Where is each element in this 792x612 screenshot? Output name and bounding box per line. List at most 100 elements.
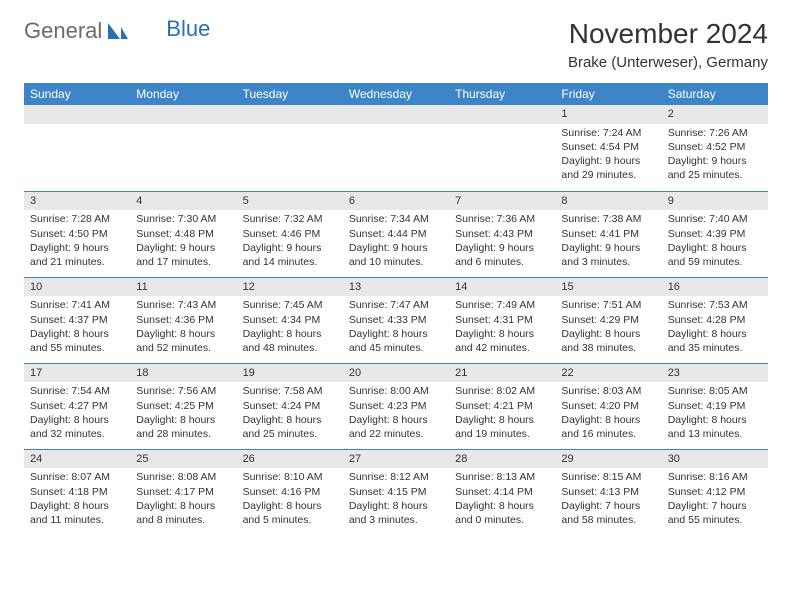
day-body: Sunrise: 8:02 AMSunset: 4:21 PMDaylight:… xyxy=(449,382,555,445)
sunrise-text: Sunrise: 8:16 AM xyxy=(668,470,762,484)
sunrise-text: Sunrise: 8:05 AM xyxy=(668,384,762,398)
page: General Blue November 2024 Brake (Unterw… xyxy=(0,0,792,553)
sunset-text: Sunset: 4:52 PM xyxy=(668,140,762,154)
day-number: 28 xyxy=(449,450,555,469)
sunset-text: Sunset: 4:12 PM xyxy=(668,485,762,499)
sunrise-text: Sunrise: 8:15 AM xyxy=(561,470,655,484)
day-body: Sunrise: 7:38 AMSunset: 4:41 PMDaylight:… xyxy=(555,210,661,273)
day-number: 5 xyxy=(237,192,343,211)
day-body xyxy=(130,124,236,174)
calendar-day-cell: 28Sunrise: 8:13 AMSunset: 4:14 PMDayligh… xyxy=(449,449,555,535)
day-body: Sunrise: 8:05 AMSunset: 4:19 PMDaylight:… xyxy=(662,382,768,445)
day-number: 11 xyxy=(130,278,236,297)
calendar-week-row: 10Sunrise: 7:41 AMSunset: 4:37 PMDayligh… xyxy=(24,277,768,363)
day-number: 12 xyxy=(237,278,343,297)
sunset-text: Sunset: 4:27 PM xyxy=(30,399,124,413)
daylight-text: Daylight: 8 hours and 59 minutes. xyxy=(668,241,762,269)
day-body: Sunrise: 7:45 AMSunset: 4:34 PMDaylight:… xyxy=(237,296,343,359)
daylight-text: Daylight: 8 hours and 5 minutes. xyxy=(243,499,337,527)
day-number: 10 xyxy=(24,278,130,297)
calendar-day-cell: 1Sunrise: 7:24 AMSunset: 4:54 PMDaylight… xyxy=(555,105,661,191)
day-body: Sunrise: 7:32 AMSunset: 4:46 PMDaylight:… xyxy=(237,210,343,273)
day-body xyxy=(24,124,130,174)
logo-sail-icon xyxy=(106,21,128,41)
weekday-header: Wednesday xyxy=(343,83,449,105)
weekday-header: Thursday xyxy=(449,83,555,105)
day-body: Sunrise: 7:40 AMSunset: 4:39 PMDaylight:… xyxy=(662,210,768,273)
daylight-text: Daylight: 9 hours and 14 minutes. xyxy=(243,241,337,269)
day-body: Sunrise: 7:28 AMSunset: 4:50 PMDaylight:… xyxy=(24,210,130,273)
daylight-text: Daylight: 8 hours and 32 minutes. xyxy=(30,413,124,441)
day-number xyxy=(343,105,449,124)
day-number: 22 xyxy=(555,364,661,383)
day-body xyxy=(449,124,555,174)
calendar-day-cell: 7Sunrise: 7:36 AMSunset: 4:43 PMDaylight… xyxy=(449,191,555,277)
daylight-text: Daylight: 9 hours and 3 minutes. xyxy=(561,241,655,269)
calendar-day-cell: 10Sunrise: 7:41 AMSunset: 4:37 PMDayligh… xyxy=(24,277,130,363)
day-number: 16 xyxy=(662,278,768,297)
day-number: 24 xyxy=(24,450,130,469)
sunrise-text: Sunrise: 7:24 AM xyxy=(561,126,655,140)
day-number: 17 xyxy=(24,364,130,383)
calendar-day-cell: 20Sunrise: 8:00 AMSunset: 4:23 PMDayligh… xyxy=(343,363,449,449)
weekday-header: Saturday xyxy=(662,83,768,105)
daylight-text: Daylight: 8 hours and 52 minutes. xyxy=(136,327,230,355)
day-body: Sunrise: 8:07 AMSunset: 4:18 PMDaylight:… xyxy=(24,468,130,531)
sunset-text: Sunset: 4:15 PM xyxy=(349,485,443,499)
sunrise-text: Sunrise: 7:47 AM xyxy=(349,298,443,312)
daylight-text: Daylight: 8 hours and 48 minutes. xyxy=(243,327,337,355)
sunrise-text: Sunrise: 7:26 AM xyxy=(668,126,762,140)
day-body: Sunrise: 8:16 AMSunset: 4:12 PMDaylight:… xyxy=(662,468,768,531)
sunrise-text: Sunrise: 8:13 AM xyxy=(455,470,549,484)
sunset-text: Sunset: 4:33 PM xyxy=(349,313,443,327)
sunset-text: Sunset: 4:21 PM xyxy=(455,399,549,413)
sunset-text: Sunset: 4:23 PM xyxy=(349,399,443,413)
day-body: Sunrise: 7:54 AMSunset: 4:27 PMDaylight:… xyxy=(24,382,130,445)
sunrise-text: Sunrise: 7:41 AM xyxy=(30,298,124,312)
day-body xyxy=(343,124,449,174)
sunrise-text: Sunrise: 7:36 AM xyxy=(455,212,549,226)
daylight-text: Daylight: 8 hours and 8 minutes. xyxy=(136,499,230,527)
logo-text-general: General xyxy=(24,18,102,44)
sunset-text: Sunset: 4:24 PM xyxy=(243,399,337,413)
daylight-text: Daylight: 8 hours and 28 minutes. xyxy=(136,413,230,441)
header: General Blue November 2024 Brake (Unterw… xyxy=(24,18,768,71)
calendar-week-row: 17Sunrise: 7:54 AMSunset: 4:27 PMDayligh… xyxy=(24,363,768,449)
day-body: Sunrise: 7:30 AMSunset: 4:48 PMDaylight:… xyxy=(130,210,236,273)
calendar-day-cell: 16Sunrise: 7:53 AMSunset: 4:28 PMDayligh… xyxy=(662,277,768,363)
calendar-day-cell xyxy=(130,105,236,191)
day-body: Sunrise: 7:53 AMSunset: 4:28 PMDaylight:… xyxy=(662,296,768,359)
calendar-day-cell: 22Sunrise: 8:03 AMSunset: 4:20 PMDayligh… xyxy=(555,363,661,449)
title-block: November 2024 Brake (Unterweser), German… xyxy=(568,18,768,71)
sunset-text: Sunset: 4:39 PM xyxy=(668,227,762,241)
sunset-text: Sunset: 4:17 PM xyxy=(136,485,230,499)
day-number: 6 xyxy=(343,192,449,211)
calendar-day-cell: 15Sunrise: 7:51 AMSunset: 4:29 PMDayligh… xyxy=(555,277,661,363)
sunrise-text: Sunrise: 7:32 AM xyxy=(243,212,337,226)
sunrise-text: Sunrise: 7:49 AM xyxy=(455,298,549,312)
day-body: Sunrise: 7:49 AMSunset: 4:31 PMDaylight:… xyxy=(449,296,555,359)
day-number: 18 xyxy=(130,364,236,383)
daylight-text: Daylight: 8 hours and 19 minutes. xyxy=(455,413,549,441)
day-number: 23 xyxy=(662,364,768,383)
day-body: Sunrise: 8:00 AMSunset: 4:23 PMDaylight:… xyxy=(343,382,449,445)
day-body: Sunrise: 8:10 AMSunset: 4:16 PMDaylight:… xyxy=(237,468,343,531)
calendar-day-cell: 13Sunrise: 7:47 AMSunset: 4:33 PMDayligh… xyxy=(343,277,449,363)
calendar-day-cell xyxy=(449,105,555,191)
calendar-day-cell: 29Sunrise: 8:15 AMSunset: 4:13 PMDayligh… xyxy=(555,449,661,535)
day-number: 9 xyxy=(662,192,768,211)
day-body: Sunrise: 7:56 AMSunset: 4:25 PMDaylight:… xyxy=(130,382,236,445)
day-number xyxy=(130,105,236,124)
daylight-text: Daylight: 8 hours and 38 minutes. xyxy=(561,327,655,355)
day-number: 7 xyxy=(449,192,555,211)
day-body: Sunrise: 7:24 AMSunset: 4:54 PMDaylight:… xyxy=(555,124,661,187)
day-number: 14 xyxy=(449,278,555,297)
sunrise-text: Sunrise: 7:54 AM xyxy=(30,384,124,398)
day-body: Sunrise: 7:36 AMSunset: 4:43 PMDaylight:… xyxy=(449,210,555,273)
calendar-day-cell xyxy=(343,105,449,191)
day-number: 26 xyxy=(237,450,343,469)
sunset-text: Sunset: 4:46 PM xyxy=(243,227,337,241)
sunset-text: Sunset: 4:20 PM xyxy=(561,399,655,413)
weekday-header: Friday xyxy=(555,83,661,105)
calendar-day-cell xyxy=(24,105,130,191)
